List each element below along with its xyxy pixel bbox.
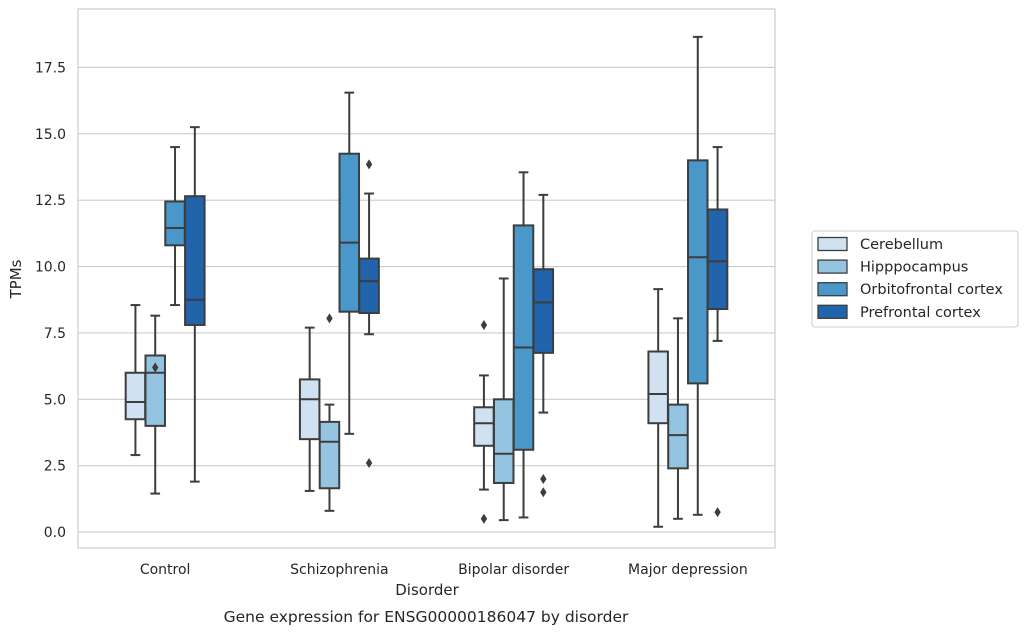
box-orbitofrontal-cortex <box>338 91 361 435</box>
legend-swatch <box>817 259 848 274</box>
iqr-box <box>164 200 186 247</box>
y-axis-title: TPMs <box>7 259 25 299</box>
box-hipppocampus <box>144 314 166 495</box>
outlier-marker <box>540 473 547 484</box>
iqr-box <box>318 420 341 490</box>
legend-label: Cerebellum <box>860 237 943 253</box>
outlier-marker <box>326 313 333 324</box>
box-cerebellum <box>473 319 495 524</box>
category-group <box>298 91 380 512</box>
x-axis-title: Disorder <box>395 581 459 599</box>
outlier-marker <box>714 507 721 518</box>
y-tick-label: 17.5 <box>35 60 66 76</box>
y-tick-label: 5.0 <box>44 392 66 408</box>
iqr-box <box>298 378 321 441</box>
box-hipppocampus <box>667 317 689 520</box>
iqr-box <box>492 398 515 484</box>
y-axis-ticks: 0.0 2.5 5.0 7.5 10.0 12.5 15.0 17.5 <box>35 60 66 541</box>
iqr-box <box>358 257 380 315</box>
box-groups <box>124 35 729 528</box>
outlier-marker <box>480 319 488 330</box>
iqr-box <box>532 268 555 354</box>
y-tick-label: 0.0 <box>44 525 66 541</box>
y-tick-label: 10.0 <box>35 260 66 276</box>
box-prefrontal-cortex <box>532 193 555 498</box>
legend-swatch <box>817 282 848 297</box>
outlier-marker <box>365 159 373 170</box>
iqr-box <box>338 152 361 313</box>
legend-label: Orbitofrontal cortex <box>860 282 1003 298</box>
iqr-box <box>184 195 206 326</box>
legend: Cerebellum Hipppocampus Orbitofrontal cort… <box>811 230 1019 328</box>
legend-frame <box>811 230 1019 328</box>
outlier-marker <box>480 513 488 524</box>
category-group <box>124 126 206 495</box>
iqr-box <box>124 371 147 421</box>
iqr-box <box>473 406 495 447</box>
y-tick-label: 2.5 <box>44 459 66 475</box>
x-tick-label: Control <box>140 562 191 578</box>
iqr-box <box>687 159 709 385</box>
box-cerebellum <box>647 288 669 528</box>
category-group <box>647 35 729 528</box>
y-tick-label: 7.5 <box>44 326 66 342</box>
x-tick-label: Major depression <box>628 562 748 578</box>
outlier-marker <box>152 362 159 373</box>
x-tick-label: Bipolar disorder <box>458 562 569 578</box>
outlier-marker <box>365 458 373 469</box>
legend-label: Hipppocampus <box>860 260 968 276</box>
figure-caption: Gene expression for ENSG00000186047 by d… <box>224 608 629 626</box>
box-prefrontal-cortex <box>358 159 380 469</box>
box-hipppocampus <box>318 313 341 512</box>
legend-swatch <box>817 304 848 319</box>
x-tick-label: Schizophrenia <box>290 562 388 578</box>
y-tick-label: 15.0 <box>35 127 66 143</box>
legend-label: Prefrontal cortex <box>860 305 981 321</box>
x-axis-ticks: Control Schizophrenia Bipolar disorder Majo… <box>140 562 748 578</box>
box-cerebellum <box>124 304 147 457</box>
iqr-box <box>512 224 535 451</box>
y-tick-label: 12.5 <box>35 193 66 209</box>
category-group <box>473 171 555 524</box>
box-prefrontal-cortex <box>706 146 729 518</box>
box-orbitofrontal-cortex <box>164 146 186 307</box>
box-cerebellum <box>298 326 321 492</box>
box-prefrontal-cortex <box>184 126 206 483</box>
legend-swatch <box>817 236 848 252</box>
iqr-box <box>706 208 729 311</box>
iqr-box <box>667 403 689 470</box>
outlier-marker <box>540 487 547 498</box>
iqr-box <box>647 350 669 425</box>
box-orbitofrontal-cortex <box>687 35 709 516</box>
